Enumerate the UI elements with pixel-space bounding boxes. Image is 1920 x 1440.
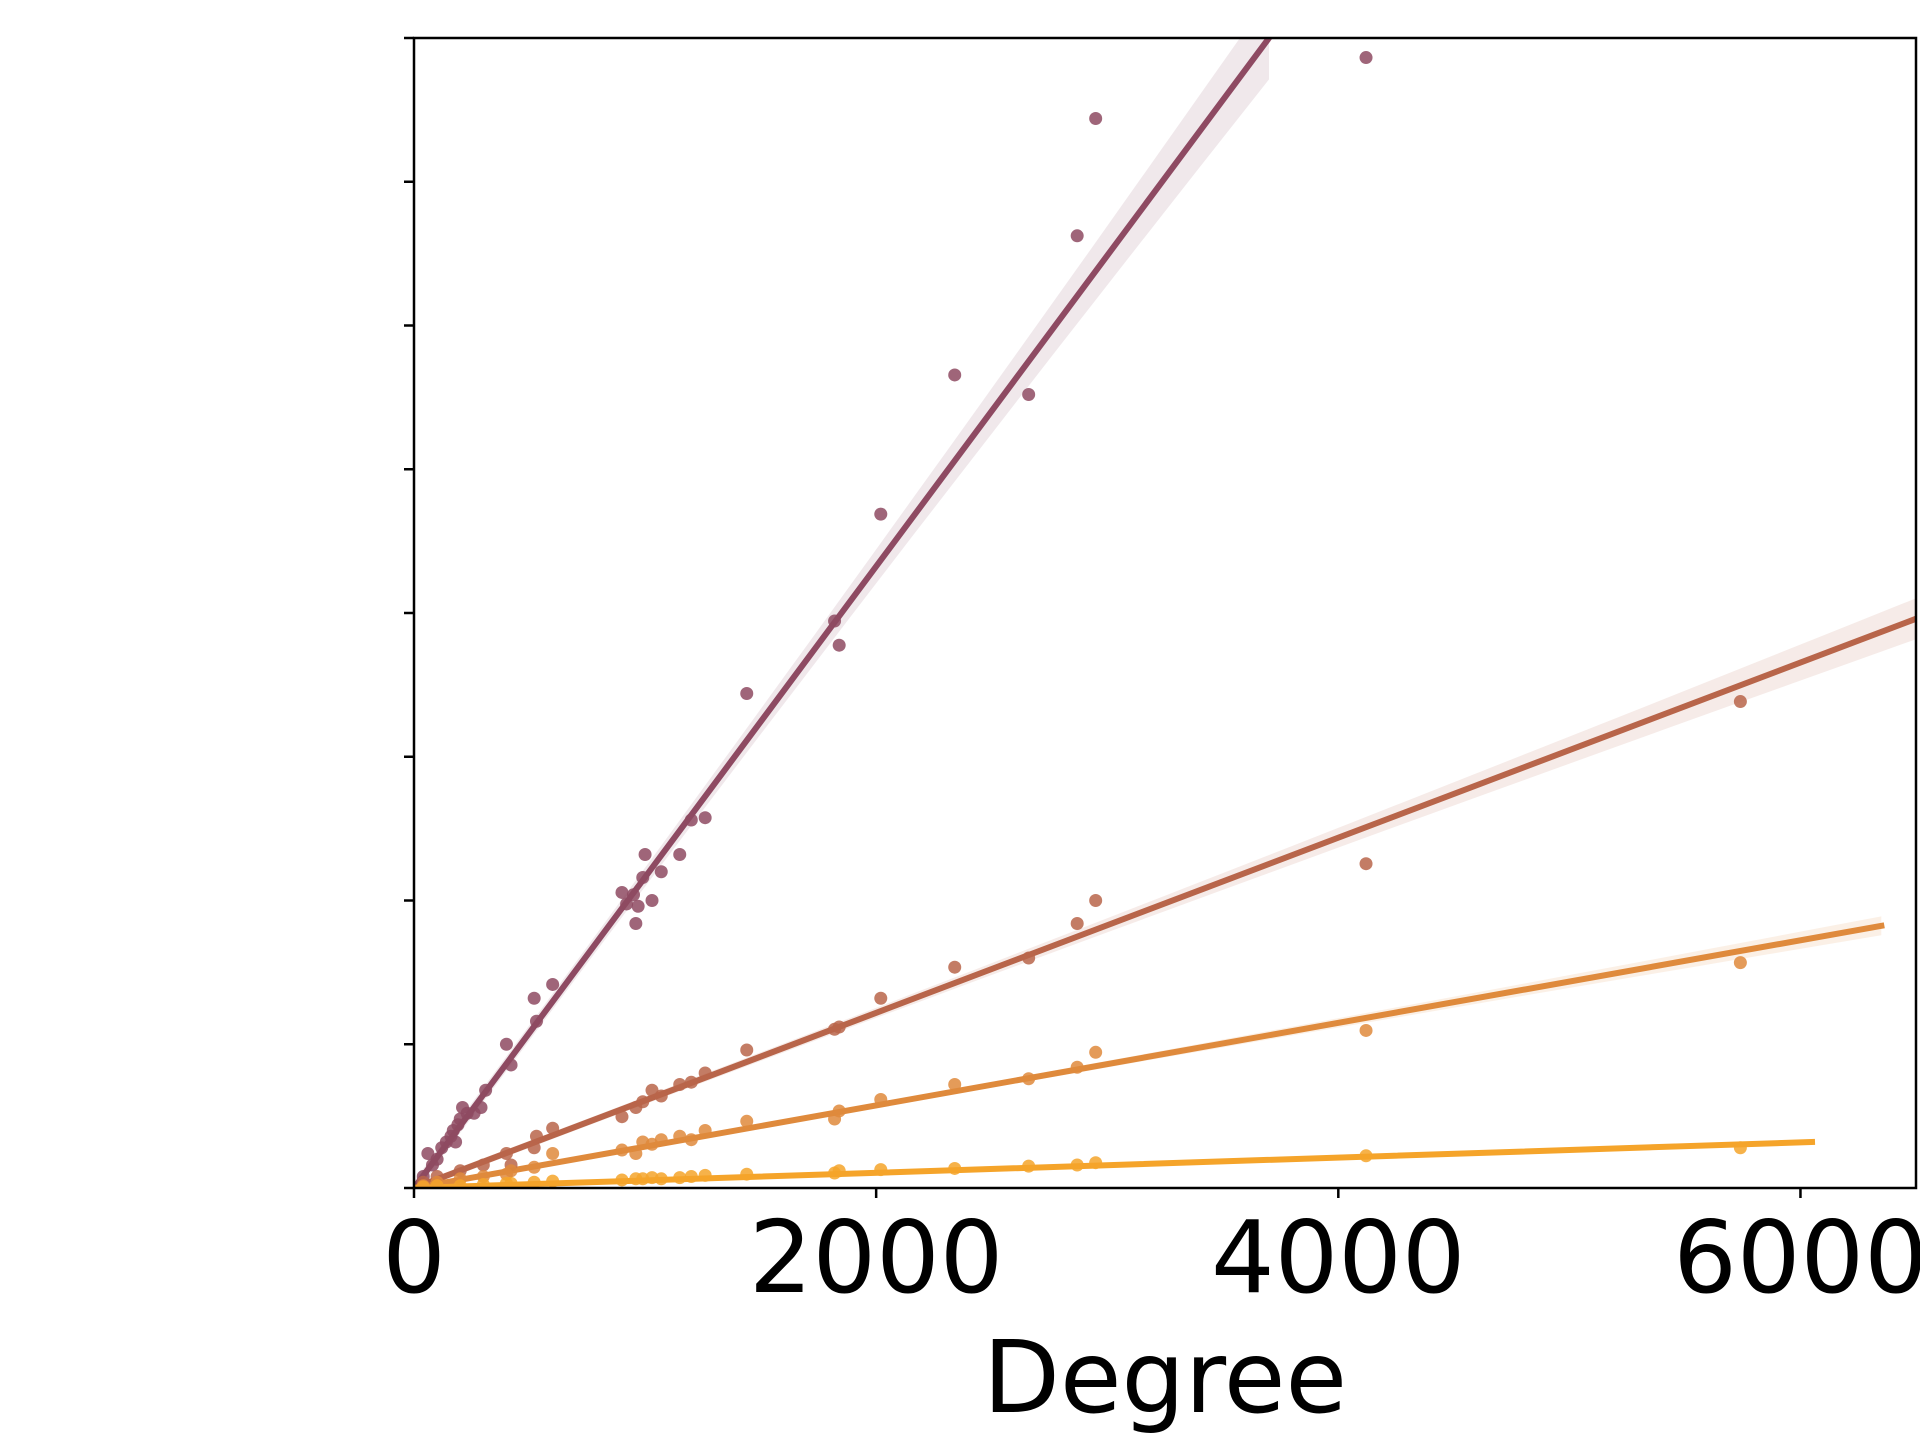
data-point bbox=[1089, 1156, 1103, 1170]
data-point bbox=[1359, 857, 1373, 871]
data-point bbox=[1733, 1141, 1747, 1155]
data-point bbox=[740, 1043, 754, 1057]
x-axis-ticks: 0 2000 4000 6000 bbox=[382, 1188, 1920, 1316]
data-point bbox=[504, 1164, 518, 1178]
data-point bbox=[527, 1175, 541, 1188]
data-point bbox=[948, 960, 962, 974]
data-point bbox=[527, 1160, 541, 1174]
x-tick-label: 6000 bbox=[1673, 1199, 1920, 1316]
data-point bbox=[638, 848, 652, 861]
data-point bbox=[673, 1078, 687, 1091]
data-point bbox=[1070, 1060, 1084, 1074]
data-point bbox=[698, 1168, 712, 1182]
data-point bbox=[684, 1170, 698, 1183]
data-point bbox=[654, 865, 668, 879]
x-tick-label: 4000 bbox=[1211, 1199, 1466, 1316]
data-point bbox=[673, 1171, 687, 1185]
data-point bbox=[529, 1014, 543, 1028]
data-point bbox=[874, 1092, 888, 1106]
data-point bbox=[654, 1133, 668, 1147]
x-tick-label: 0 bbox=[382, 1199, 446, 1316]
data-point bbox=[474, 1101, 488, 1114]
data-point bbox=[828, 614, 842, 628]
data-point bbox=[948, 368, 962, 382]
data-point bbox=[615, 1173, 629, 1187]
data-point bbox=[1022, 388, 1036, 401]
data-point bbox=[740, 687, 754, 700]
data-point bbox=[1022, 1072, 1036, 1086]
data-point bbox=[1022, 1159, 1036, 1173]
data-point bbox=[479, 1083, 493, 1097]
data-point bbox=[476, 1178, 490, 1188]
data-point bbox=[1359, 1023, 1373, 1037]
data-point bbox=[1070, 1158, 1084, 1172]
data-point bbox=[504, 1058, 518, 1072]
data-point bbox=[645, 894, 659, 907]
fit-line-1 bbox=[414, 38, 1273, 1188]
data-point bbox=[615, 1110, 629, 1124]
data-point bbox=[636, 871, 650, 884]
data-point bbox=[684, 813, 698, 827]
data-point bbox=[529, 1129, 543, 1143]
data-point bbox=[1022, 951, 1036, 965]
data-point bbox=[430, 1152, 444, 1166]
data-point bbox=[832, 1164, 846, 1178]
data-point bbox=[832, 1020, 846, 1034]
data-point bbox=[1070, 229, 1084, 243]
data-point bbox=[527, 991, 541, 1005]
data-point bbox=[698, 1124, 712, 1137]
data-point bbox=[1089, 1045, 1103, 1059]
data-point bbox=[832, 1104, 846, 1118]
data-point bbox=[615, 885, 629, 899]
data-point bbox=[948, 1078, 962, 1091]
data-point bbox=[832, 638, 846, 652]
data-point bbox=[1089, 112, 1103, 125]
data-point bbox=[654, 1172, 668, 1186]
y-axis-ticks bbox=[404, 36, 414, 1190]
data-point bbox=[684, 1075, 698, 1089]
data-point bbox=[698, 811, 712, 825]
data-point bbox=[476, 1158, 490, 1172]
data-point bbox=[684, 1133, 698, 1147]
data-point bbox=[546, 1174, 560, 1188]
x-axis-title: Degree bbox=[983, 1319, 1347, 1436]
data-point bbox=[430, 1179, 444, 1188]
data-point bbox=[546, 977, 560, 991]
data-point bbox=[629, 917, 643, 930]
data-point bbox=[698, 1066, 712, 1080]
data-point bbox=[546, 1121, 560, 1135]
data-point bbox=[499, 1147, 513, 1160]
data-point bbox=[615, 1143, 629, 1157]
data-point bbox=[499, 1037, 513, 1051]
x-tick-label: 2000 bbox=[749, 1199, 1004, 1316]
data-point bbox=[1070, 917, 1084, 930]
data-point bbox=[740, 1167, 754, 1181]
data-point bbox=[527, 1141, 541, 1155]
data-point bbox=[740, 1114, 754, 1128]
data-point bbox=[673, 1129, 687, 1143]
data-point bbox=[1359, 51, 1373, 65]
data-point bbox=[874, 507, 888, 521]
data-point bbox=[449, 1135, 463, 1149]
data-point bbox=[631, 899, 645, 913]
data-point bbox=[1359, 1149, 1373, 1163]
data-point bbox=[504, 1176, 518, 1188]
data-point bbox=[673, 848, 687, 861]
data-points bbox=[416, 51, 1747, 1188]
data-point bbox=[629, 1147, 643, 1160]
data-point bbox=[874, 991, 888, 1005]
data-point bbox=[636, 1095, 650, 1109]
data-point bbox=[1733, 695, 1747, 709]
data-point bbox=[874, 1163, 888, 1177]
data-point bbox=[546, 1147, 560, 1160]
data-point bbox=[416, 1180, 430, 1188]
data-point bbox=[453, 1179, 467, 1188]
data-point bbox=[654, 1089, 668, 1103]
data-point bbox=[1089, 894, 1103, 907]
data-point bbox=[627, 888, 641, 902]
data-point bbox=[620, 897, 634, 911]
data-point bbox=[1733, 956, 1747, 970]
data-point bbox=[948, 1161, 962, 1175]
